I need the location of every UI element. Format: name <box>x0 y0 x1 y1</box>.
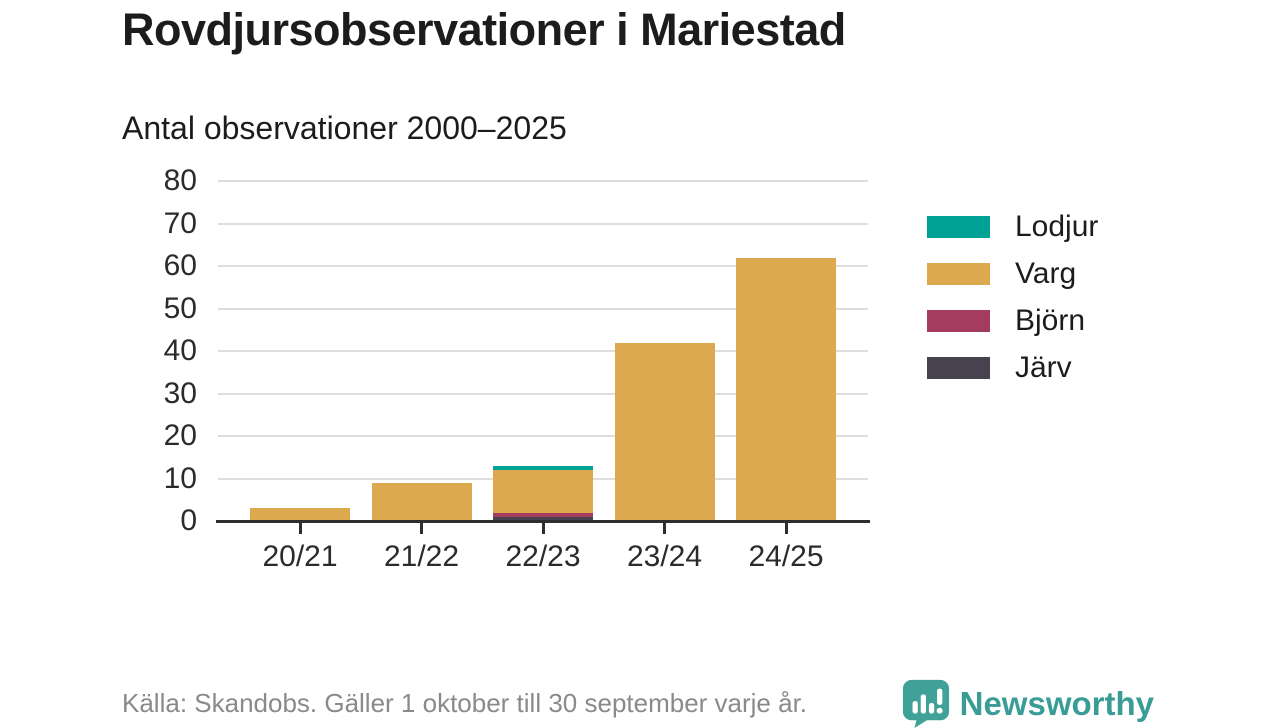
legend-item-björn: Björn <box>927 306 1098 336</box>
bar-segment-varg <box>614 342 715 521</box>
x-tick <box>784 523 788 534</box>
gridline <box>218 392 868 395</box>
source-note: Källa: Skandobs. Gäller 1 oktober till 3… <box>122 688 808 718</box>
x-tick-label: 24/25 <box>748 540 824 573</box>
legend-label: Lodjur <box>1015 210 1099 243</box>
y-tick-label: 0 <box>180 504 197 537</box>
plot-area: 20/21 21/22 22/23 23/24 24/25 <box>216 180 870 573</box>
gridline <box>218 265 868 267</box>
x-axis-line <box>216 520 870 523</box>
bar-segment-lodjur <box>493 465 593 470</box>
bar-segment-varg <box>736 257 836 521</box>
legend-label: Järv <box>1015 351 1072 384</box>
legend-label: Björn <box>1015 304 1086 337</box>
x-tick-label: 23/24 <box>626 540 703 573</box>
x-tick <box>663 523 666 534</box>
brand-name: Newsworthy <box>959 684 1154 722</box>
legend-item-lodjur: Lodjur <box>927 212 1098 242</box>
newsworthy-bubble-icon <box>902 679 949 728</box>
bar-segment-varg <box>371 482 472 521</box>
y-tick-label: 70 <box>163 206 197 240</box>
legend-swatch <box>927 216 990 238</box>
x-tick-label: 20/21 <box>262 540 338 573</box>
y-tick-label: 20 <box>163 419 197 452</box>
x-tick-label: 22/23 <box>505 540 581 573</box>
legend-label: Varg <box>1015 257 1077 290</box>
bar-segment-varg <box>493 470 593 513</box>
legend-swatch <box>927 310 990 332</box>
x-tick-label: 21/22 <box>383 540 460 573</box>
legend-item-järv: Järv <box>927 353 1098 383</box>
y-tick-label: 80 <box>163 164 197 197</box>
newsworthy-logo: Newsworthy <box>901 678 1154 728</box>
bar-segment-björn <box>493 512 593 517</box>
gridline <box>218 307 868 310</box>
gridline <box>218 222 868 225</box>
y-tick-label: 10 <box>163 461 197 495</box>
legend: Lodjur Varg Björn Järv <box>927 212 1098 404</box>
legend-item-varg: Varg <box>927 259 1098 289</box>
chart-title: Rovdjursobservationer i Mariestad <box>122 4 846 55</box>
x-tick <box>420 523 423 534</box>
y-tick-label: 50 <box>163 291 197 325</box>
legend-swatch <box>927 263 990 285</box>
gridline <box>218 350 868 352</box>
gridline <box>218 435 868 437</box>
x-tick <box>298 523 302 534</box>
bar-segment-järv <box>493 516 593 521</box>
y-tick-label: 30 <box>163 376 197 410</box>
footer: Källa: Skandobs. Gäller 1 oktober till 3… <box>122 678 1154 728</box>
chart-subtitle: Antal observationer 2000–2025 <box>122 110 567 146</box>
bar-segment-varg <box>250 508 350 521</box>
legend-swatch <box>927 357 990 379</box>
x-tick <box>541 523 545 534</box>
gridline <box>218 180 868 182</box>
y-tick-label: 40 <box>163 334 197 367</box>
y-tick-label: 60 <box>163 249 197 282</box>
